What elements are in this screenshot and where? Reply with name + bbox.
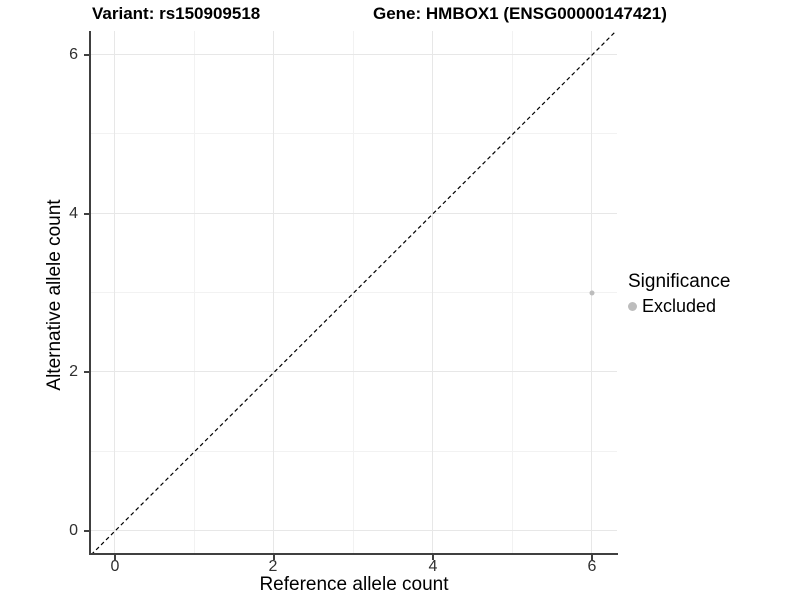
- y-tick-label-0: 0: [69, 522, 78, 539]
- y-axis-title: Alternative allele count: [44, 199, 65, 391]
- plot-geometry: [91, 31, 617, 555]
- legend: Significance Excluded: [628, 271, 730, 317]
- x-tick-2: [273, 555, 275, 560]
- variant-title: Variant: rs150909518: [92, 4, 261, 23]
- identity-dashed-line: [91, 31, 617, 555]
- h-gridline-1: [91, 451, 617, 452]
- y-tick-label-4: 4: [69, 205, 78, 222]
- legend-item-label: Excluded: [642, 296, 717, 316]
- x-axis-line: [89, 553, 618, 555]
- v-gridline-1: [194, 31, 195, 555]
- h-gridline-6: [91, 54, 617, 55]
- h-gridline-2: [91, 371, 617, 372]
- y-tick-2: [84, 371, 89, 373]
- y-axis-line: [89, 31, 91, 555]
- v-gridline-4: [432, 31, 433, 555]
- y-tick-label-6: 6: [69, 46, 78, 63]
- legend-title: Significance: [628, 271, 731, 292]
- x-tick-0: [114, 555, 116, 560]
- y-tick-4: [84, 213, 89, 215]
- h-gridline-0: [91, 530, 617, 531]
- legend-key-dot: [628, 302, 637, 311]
- x-tick-label-0: 0: [110, 558, 120, 575]
- x-tick-6: [591, 555, 593, 560]
- x-tick-label-2: 2: [268, 558, 278, 575]
- x-tick-4: [432, 555, 434, 560]
- h-gridline-5: [91, 133, 617, 134]
- legend-item-excluded: Excluded: [628, 296, 730, 317]
- x-axis-title: Reference allele count: [259, 574, 449, 595]
- gene-title: Gene: HMBOX1 (ENSG00000147421): [373, 4, 667, 23]
- data-point-6-3: [589, 290, 595, 296]
- v-gridline-2: [273, 31, 274, 555]
- x-tick-label-6: 6: [587, 558, 597, 575]
- y-tick-label-2: 2: [69, 363, 78, 380]
- x-tick-label-4: 4: [428, 558, 438, 575]
- v-gridline-3: [353, 31, 354, 555]
- h-gridline-4: [91, 213, 617, 214]
- v-gridline-0: [114, 31, 115, 555]
- y-tick-0: [84, 530, 89, 532]
- plot-panel: [91, 31, 617, 555]
- v-gridline-5: [512, 31, 513, 555]
- y-tick-6: [84, 54, 89, 56]
